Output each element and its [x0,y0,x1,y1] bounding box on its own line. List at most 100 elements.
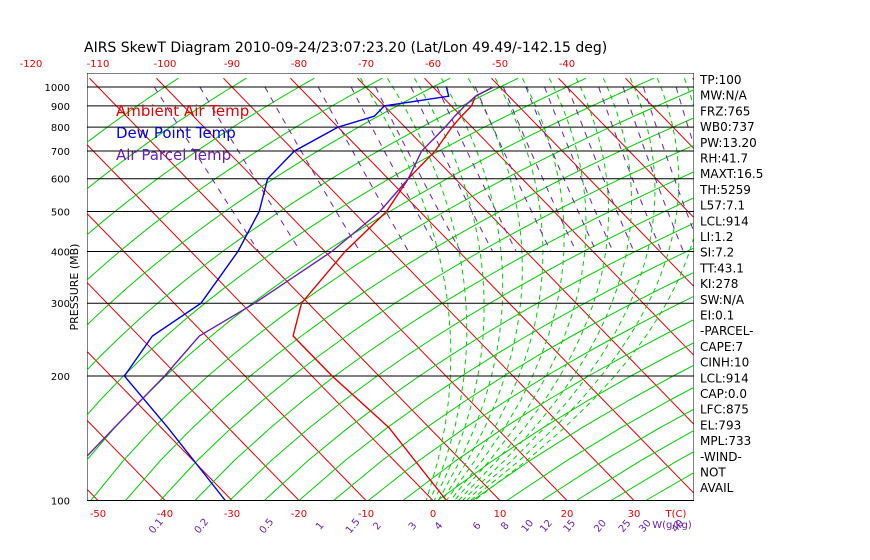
mixing-ratio-line [436,86,517,252]
dry-adiabat-line [87,77,587,416]
isotherm-line [89,77,501,501]
index-label: MW:N/A [700,89,748,103]
mixing-ratio-tick-label: 10 [520,518,537,535]
top-temp-tick-label: -100 [154,59,177,70]
index-label: L57:7.1 [700,199,745,213]
index-label: LI:1.2 [700,230,733,244]
isotherm-line [87,488,99,501]
dew-point-temp-line [123,86,450,501]
mixing-ratio-tick-label: 4 [433,520,446,532]
isotherm-line [558,77,694,219]
isotherm-line [826,78,870,500]
bottom-temp-tick-label: -50 [90,509,106,520]
isotherm-line [87,419,166,501]
index-label: PW:13.20 [700,136,757,150]
dry-adiabat-line [87,77,179,144]
index-label: TT:43.1 [699,261,744,275]
y-axis-label: PRESSURE (MB) [68,244,81,331]
dry-adiabat-line [472,364,694,501]
moist-adiabat-line [458,77,610,501]
index-label: LCL:914 [700,214,749,228]
pressure-tick-label: 500 [51,207,70,218]
top-temp-tick-label: -60 [425,59,441,70]
pressure-tick-label: 900 [51,102,70,113]
pressure-tick-label: 600 [51,175,70,186]
bottom-temp-unit: T(C) [665,509,687,520]
dry-adiabat-line [402,319,694,501]
dry-adiabat-line [298,247,694,501]
mixing-ratio-tick-label: 8 [499,520,512,532]
top-temp-tick-label: -70 [358,59,374,70]
dry-adiabat-line [645,471,694,501]
index-label: -PARCEL- [700,324,754,338]
dry-adiabat-line [194,171,694,501]
data-layer [87,86,494,501]
index-label: TH:5259 [699,183,751,197]
index-label: LFC:875 [700,403,749,417]
chart-title: AIRS SkewT Diagram 2010-09-24/23:07:23.2… [84,40,607,56]
index-label: SI:7.2 [700,246,734,260]
bottom-temp-tick-label: -10 [358,509,374,520]
index-label: MAXT:16.5 [700,167,763,181]
dry-adiabat-line [263,222,694,501]
air-parcel-temp-line [87,86,494,458]
pressure-axis: 100 200 300 400 500 600 700 800 900 1000 [45,83,70,508]
moist-adiabat-line [413,77,485,501]
moist-adiabat-line [359,77,452,501]
top-temp-tick-label: -50 [492,59,508,70]
top-temp-tick-label: -40 [559,59,575,70]
top-temp-tick-label: -80 [291,59,307,70]
pressure-tick-label: 400 [51,248,70,259]
moist-adiabat-line [466,78,656,501]
isotherm-line [491,77,694,288]
index-label: TP:100 [699,73,742,87]
index-label: SW:N/A [700,293,745,307]
dry-adiabat-line [87,77,519,371]
mixing-ratio-tick-label: 2 [371,520,384,532]
bottom-temp-tick-label: 0 [430,509,436,520]
moist-adiabat-line [470,78,680,501]
dry-adiabat-line [90,89,694,501]
ambient-air-temp-line [292,86,494,501]
isotherm-line [87,281,300,501]
moist-adiabat-line [437,77,504,501]
dry-adiabat-line [229,197,694,501]
dry-adiabat-line [87,77,383,281]
index-label: CAPE:7 [700,340,743,354]
bottom-temp-tick-label: -20 [291,509,307,520]
legend-dew-point-temp: Dew Point Temp [116,124,236,142]
top-temp-tick-label: -90 [224,59,240,70]
dry-adiabat-line [125,117,694,501]
index-label: EI:0.1 [700,309,734,323]
mixing-ratio-tick-label: 3 [407,520,420,532]
mixing-ratio-tick-label: 15 [562,518,579,535]
index-label: RH:41.7 [700,152,748,166]
index-label: FRZ:765 [700,104,750,118]
mixing-ratio-tick-label: 20 [592,518,609,535]
moist-adiabat-line [445,77,544,501]
pressure-tick-label: 300 [51,299,70,310]
moist-adiabat-line [474,78,694,501]
isotherm-line [223,77,635,501]
dry-adiabat-line [367,295,694,501]
index-label: WB0:737 [700,120,755,134]
dry-adiabat-line [87,77,247,190]
pressure-tick-label: 700 [51,147,70,158]
mixing-ratio-tick-label: 0.5 [258,517,277,536]
bottom-temp-tick-label: 20 [561,509,574,520]
mixing-ratio-tick-label: 6 [471,520,484,532]
grid-layer [87,73,870,501]
bottom-temp-tick-label: 10 [494,509,507,520]
isotherm-line [759,78,870,500]
bottom-temp-tick-label: -30 [224,509,240,520]
top-temp-tick-label: -110 [87,59,110,70]
isotherm-line [87,350,233,501]
index-label: CAP:0.0 [700,387,747,401]
isotherm-line [87,212,367,501]
pressure-tick-label: 1000 [45,83,70,94]
index-label: LCL:914 [700,371,749,385]
top-temp-tick-label: -120 [20,59,43,70]
mixing-ratio-tick-label: 0.2 [193,517,212,536]
index-label: EL:793 [700,418,741,432]
